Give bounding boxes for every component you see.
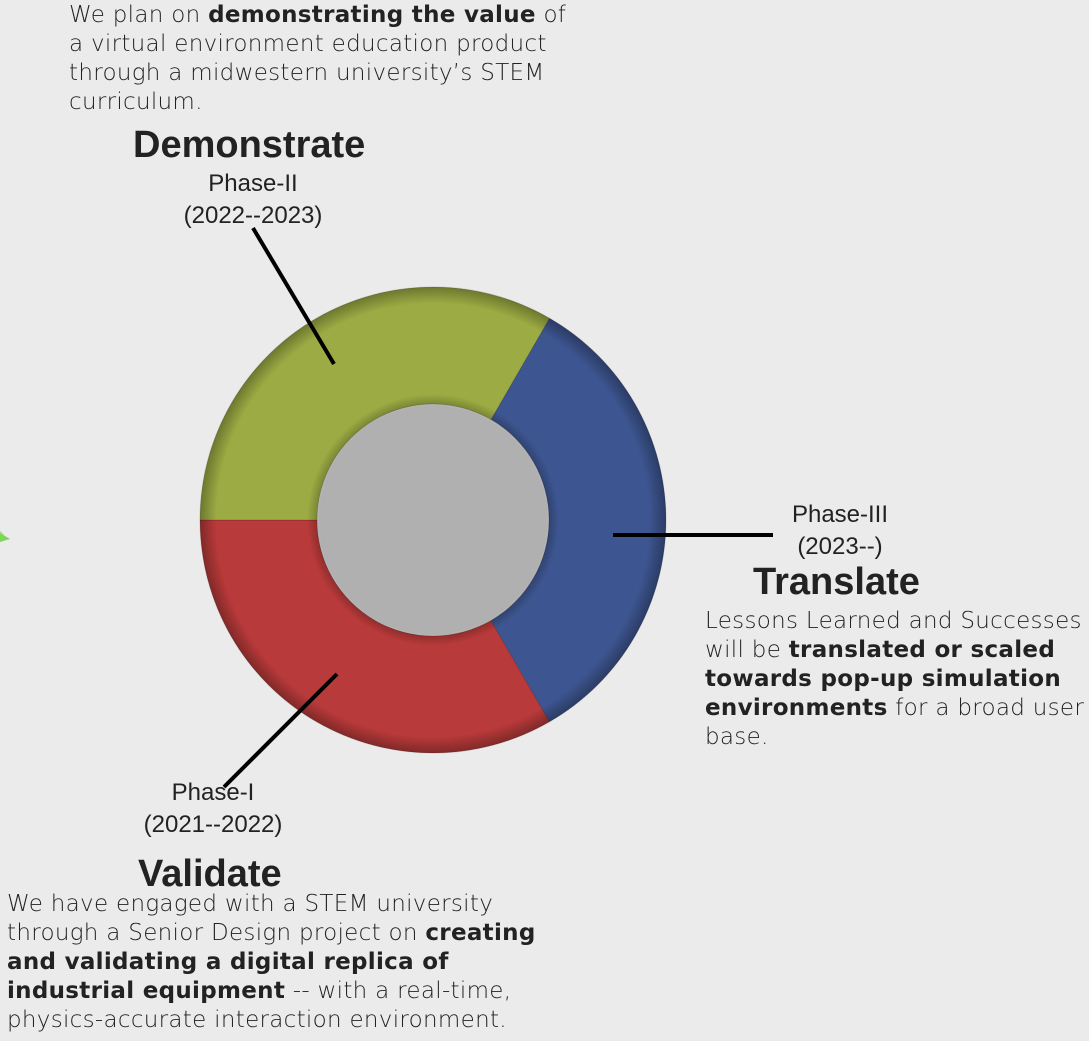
- leaf-icon: [0, 530, 10, 542]
- translate-text-2: for a broad user base.: [705, 695, 1085, 750]
- phase3-label: Phase-III (2023--): [770, 499, 910, 563]
- demonstrate-text-2: of a virtual environment education produ…: [69, 2, 567, 115]
- demonstrate-text-bold: demonstrating the value: [208, 2, 536, 28]
- phase2-label: Phase-II (2022--2023): [170, 168, 336, 232]
- phase1-label: Phase-I (2021--2022): [128, 777, 298, 841]
- validate-title: Validate: [138, 853, 282, 895]
- translate-text-1: Lessons Learned and Successes will be: [705, 608, 1082, 663]
- phase2-years: (2022--2023): [183, 202, 323, 229]
- phase3-name: Phase-III: [791, 501, 889, 528]
- validate-description: We have engaged with a STEM university t…: [7, 890, 567, 1035]
- validate-text-1: We have engaged with a STEM university t…: [7, 891, 494, 946]
- demonstrate-title: Demonstrate: [133, 124, 366, 166]
- phase1-name: Phase-I: [171, 779, 255, 806]
- phase2-leader-line: [251, 226, 336, 366]
- validate-text-bold: creating and validating a digital replic…: [7, 920, 536, 1004]
- translate-text-bold: translated or scaled towards pop-up simu…: [705, 637, 1062, 721]
- demonstrate-description: We plan on demonstrating the value of a …: [69, 1, 569, 117]
- translate-description: Lessons Learned and Successes will be tr…: [705, 607, 1089, 752]
- ring-shading: [200, 287, 666, 753]
- phase3-years: (2023--): [797, 533, 883, 560]
- phase1-years: (2021--2022): [143, 811, 283, 838]
- validate-text-2: -- with a real-time, physics-accurate in…: [7, 978, 512, 1033]
- phase2-name: Phase-II: [208, 170, 298, 197]
- translate-title: Translate: [753, 561, 920, 603]
- demonstrate-text-1: We plan on: [69, 2, 209, 28]
- phase1-leader-line: [222, 672, 339, 789]
